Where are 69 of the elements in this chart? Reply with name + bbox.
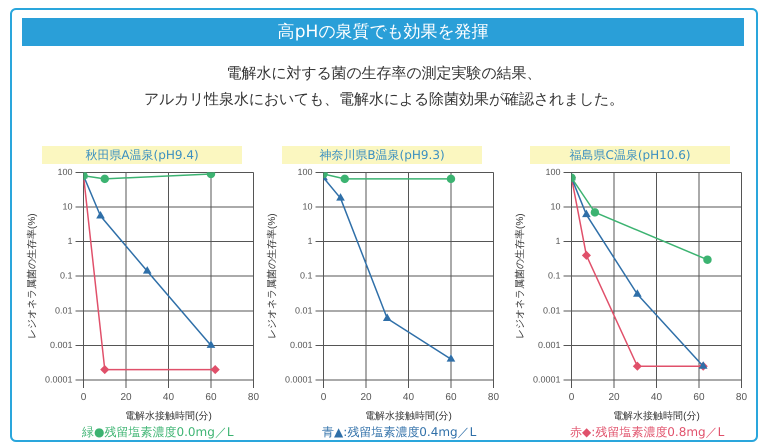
point [582, 210, 590, 218]
x-axis-title: 電解水接触時間(分) [365, 410, 452, 422]
y-tick-label: 1 [556, 236, 561, 246]
x-tick-label: 0 [568, 392, 575, 403]
y-tick-label: 0.001 [50, 340, 73, 350]
point [100, 174, 110, 184]
point [703, 255, 712, 264]
point [447, 354, 455, 362]
x-tick-label: 20 [608, 392, 620, 403]
y-tick-label: 0.1 [548, 270, 561, 281]
y-tick-label: 0.0001 [284, 374, 313, 384]
x-tick-label: 60 [693, 392, 705, 403]
y-tick-label: 10 [302, 201, 313, 212]
point [206, 172, 216, 178]
point [340, 174, 350, 184]
y-tick-label: 100 [545, 166, 561, 177]
y-axis-title: レジオネラ属菌の生存率(%) [266, 213, 278, 339]
y-tick-label: 10 [62, 201, 73, 212]
point [96, 212, 104, 218]
x-tick-label: 40 [402, 392, 414, 403]
y-tick-label: 0.0001 [532, 374, 561, 384]
y-tick-label: 100 [297, 166, 313, 177]
point [336, 194, 344, 201]
point [143, 266, 152, 274]
chart-title: 福島県C温泉(pH10.6) [530, 146, 730, 164]
point [590, 208, 600, 217]
x-tick-label: 60 [445, 392, 457, 403]
x-axis-title: 電解水接触時間(分) [125, 410, 212, 422]
point [383, 314, 392, 321]
y-tick-label: 0.001 [538, 340, 561, 350]
x-tick-label: 80 [488, 392, 500, 403]
point [633, 362, 642, 370]
y-tick-label: 0.01 [542, 305, 561, 316]
y-tick-label: 0.1 [60, 270, 73, 281]
point [634, 290, 642, 297]
text: 赤◆:残留塩素濃度0.8mg／L [570, 424, 724, 441]
x-tick-label: 60 [205, 392, 217, 403]
y-tick-label: 0.1 [300, 270, 313, 281]
x-tick-label: 80 [248, 392, 260, 403]
x-tick-label: 20 [120, 392, 132, 403]
text: 高pHの泉質でも効果を発揮 [22, 18, 744, 46]
y-tick-label: 0.01 [54, 305, 73, 316]
text: 電解水に対する菌の生存率の測定実験の結果、 [226, 63, 542, 84]
point [210, 365, 220, 374]
y-tick-label: 1 [68, 236, 73, 246]
point [100, 365, 110, 374]
x-tick-label: 80 [736, 392, 748, 403]
chart-title: 秋田県A温泉(pH9.4) [42, 146, 242, 164]
x-axis-title: 電解水接触時間(分) [613, 410, 700, 422]
point [582, 251, 591, 260]
y-tick-label: 0.01 [294, 305, 313, 316]
x-tick-label: 0 [320, 392, 327, 403]
point [446, 174, 456, 184]
x-tick-label: 0 [80, 392, 87, 403]
y-axis-title: レジオネラ属菌の生存率(%) [514, 213, 526, 339]
y-tick-label: 0.0001 [44, 374, 73, 384]
y-tick-label: 10 [550, 201, 561, 212]
y-tick-label: 100 [57, 166, 73, 177]
x-tick-label: 40 [650, 392, 662, 403]
text: アルカリ性泉水においても、電解水による除菌効果が確認されました。 [143, 89, 625, 110]
point [207, 341, 215, 348]
y-axis-title: レジオネラ属菌の生存率(%) [26, 213, 38, 339]
y-tick-label: 1 [308, 236, 313, 246]
y-tick-label: 0.001 [290, 340, 313, 350]
text: 緑●残留塩素濃度0.0mg／L [82, 424, 234, 441]
x-tick-label: 40 [162, 392, 174, 403]
chart-title: 神奈川県B温泉(pH9.3) [282, 146, 482, 164]
x-tick-label: 20 [360, 392, 372, 403]
text: 青▲:残留塩素濃度0.4mg／L [322, 424, 476, 441]
